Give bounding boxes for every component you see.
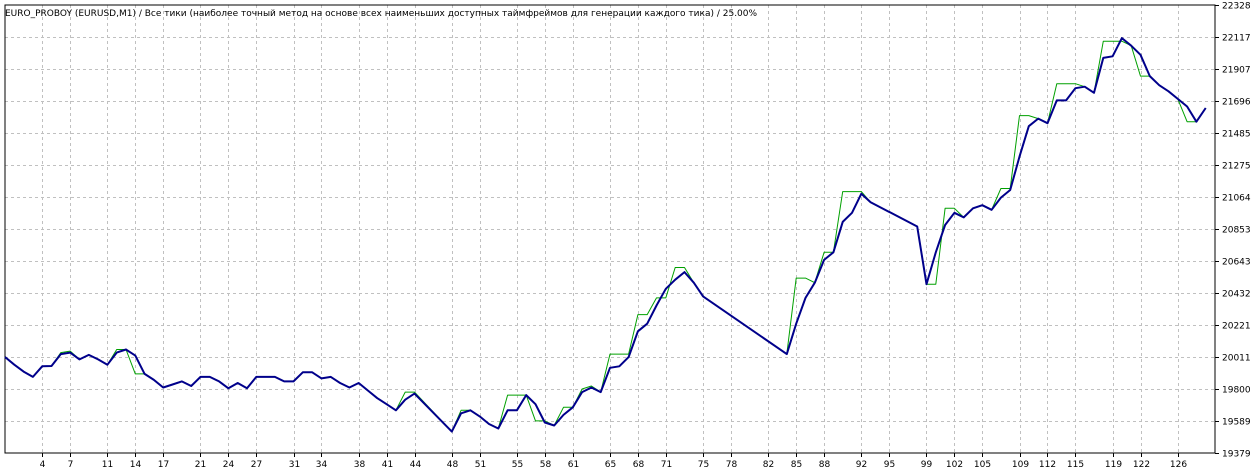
x-tick-label: 126 — [1170, 460, 1187, 470]
x-tick-label: 119 — [1105, 460, 1122, 470]
y-tick-label: 21485 — [1222, 130, 1251, 140]
y-tick-label: 20432 — [1222, 290, 1251, 300]
x-tick-label: 17 — [158, 460, 169, 470]
x-tick-label: 71 — [661, 460, 672, 470]
y-tick-label: 20643 — [1222, 258, 1251, 268]
y-tick-label: 19379 — [1222, 450, 1251, 460]
x-tick-label: 65 — [605, 460, 616, 470]
x-tick-label: 14 — [130, 460, 142, 470]
x-tick-label: 55 — [512, 460, 523, 470]
x-tick-label: 115 — [1067, 460, 1084, 470]
x-tick-label: 34 — [316, 460, 328, 470]
x-tick-label: 44 — [410, 460, 422, 470]
x-tick-label: 31 — [289, 460, 300, 470]
series-lines — [4, 37, 1207, 433]
x-tick-label: 85 — [791, 460, 802, 470]
x-axis-ticks: 4 7 11 14 17 21 24 27 31 34 38 41 44 48 51 55 58 61 65 68 71… — [40, 453, 1187, 470]
y-tick-label: 21907 — [1222, 66, 1251, 76]
x-tick-label: 99 — [921, 460, 933, 470]
y-tick-label: 21275 — [1222, 162, 1251, 172]
x-tick-label: 75 — [698, 460, 709, 470]
grid-lines — [5, 5, 1215, 453]
x-tick-label: 105 — [974, 460, 991, 470]
x-tick-label: 122 — [1133, 460, 1150, 470]
y-tick-label: 20221 — [1222, 322, 1251, 332]
x-tick-label: 27 — [251, 460, 262, 470]
y-tick-label: 20011 — [1222, 354, 1251, 364]
y-axis-ticks: 19379 19589 19800 20011 20221 20432 20643 20853… — [1215, 2, 1251, 460]
x-tick-label: 78 — [726, 460, 738, 470]
y-tick-label: 22117 — [1222, 34, 1251, 44]
balance-line — [4, 37, 1207, 433]
x-tick-label: 61 — [568, 460, 579, 470]
chart-title: EURO_PROBOY (EURUSD,M1) / Все тики (наиб… — [5, 9, 758, 19]
y-tick-label: 22328 — [1222, 2, 1251, 12]
x-tick-label: 38 — [354, 460, 366, 470]
y-tick-label: 20853 — [1222, 226, 1251, 236]
x-tick-label: 51 — [475, 460, 486, 470]
x-tick-label: 24 — [223, 460, 235, 470]
y-tick-label: 19800 — [1222, 386, 1251, 396]
x-tick-label: 41 — [382, 460, 393, 470]
y-tick-label: 21696 — [1222, 98, 1251, 108]
x-tick-label: 109 — [1012, 460, 1029, 470]
y-tick-label: 19589 — [1222, 418, 1251, 428]
x-tick-label: 68 — [633, 460, 645, 470]
x-tick-label: 58 — [540, 460, 552, 470]
x-tick-label: 82 — [763, 460, 774, 470]
x-tick-label: 11 — [102, 460, 113, 470]
y-tick-label: 21064 — [1222, 194, 1251, 204]
x-tick-label: 102 — [946, 460, 963, 470]
x-tick-label: 92 — [856, 460, 867, 470]
x-tick-label: 112 — [1039, 460, 1056, 470]
x-tick-label: 7 — [68, 460, 74, 470]
x-tick-label: 21 — [195, 460, 206, 470]
x-tick-label: 48 — [447, 460, 459, 470]
x-tick-label: 4 — [40, 460, 46, 470]
equity-line — [4, 40, 1207, 433]
x-tick-label: 95 — [884, 460, 895, 470]
x-tick-label: 88 — [819, 460, 831, 470]
